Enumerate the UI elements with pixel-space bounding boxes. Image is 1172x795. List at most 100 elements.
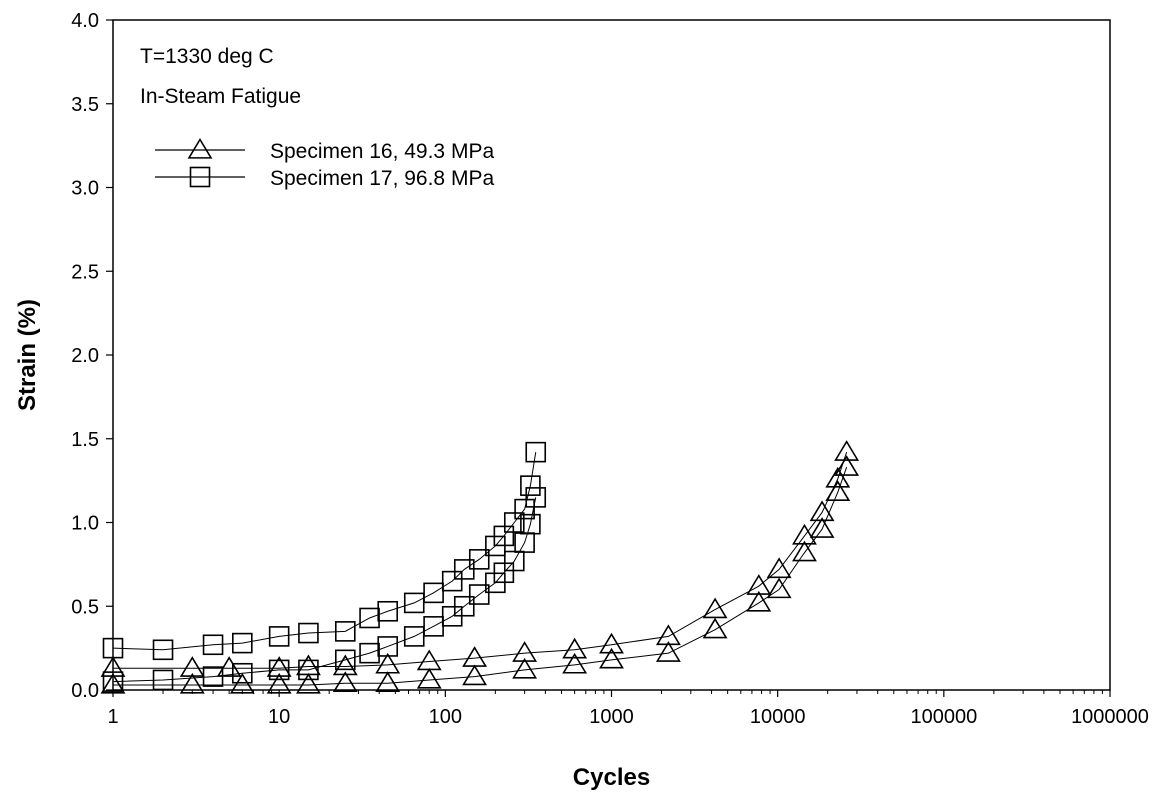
specimen-16-data-point — [332, 654, 358, 676]
specimen-16-data-point — [375, 652, 401, 674]
y-tick-label: 0.0 — [71, 680, 99, 702]
specimen-16-data-point — [295, 672, 321, 694]
x-tick-label: 1000000 — [1071, 706, 1149, 728]
specimen-17-data-point — [493, 525, 515, 547]
specimen-17-data-point — [377, 636, 399, 657]
specimen-17-min-strain-curve — [112, 497, 537, 683]
x-tick-label: 10000 — [750, 706, 806, 728]
specimen-17-data-point — [520, 475, 541, 496]
specimen-16-data-point — [512, 657, 538, 679]
specimen-16-data-point — [179, 672, 205, 694]
specimen-17-max-strain-curve — [112, 452, 537, 651]
annotation-test-type: In-Steam Fatigue — [140, 85, 301, 108]
specimen-16-data-point — [655, 641, 681, 662]
specimen-17-data-point — [102, 637, 124, 659]
specimen-17-data-point — [503, 512, 525, 533]
specimen-16-data-point — [599, 647, 624, 669]
legend-label-specimen-17: Specimen 17, 96.8 MPa — [270, 167, 494, 190]
specimen-16-data-point — [834, 440, 860, 461]
specimen-17-data-point — [377, 600, 399, 622]
plot-area — [112, 19, 1111, 691]
legend: Specimen 16, 49.3 MPa Specimen 17, 96.8 … — [155, 137, 494, 190]
y-tick-label: 2.0 — [71, 345, 99, 367]
specimen-17-data-point — [232, 632, 253, 654]
specimen-17-data-point — [503, 550, 525, 572]
y-tick-label: 3.0 — [71, 178, 99, 200]
specimen-17-data-point — [232, 662, 253, 684]
specimen-17-data-point — [334, 649, 356, 671]
y-tick-label: 4.0 — [71, 10, 99, 32]
specimen-16-data-point — [229, 672, 255, 694]
specimen-16-data-point — [266, 656, 292, 677]
specimen-17-data-point — [525, 487, 547, 508]
legend-item-specimen-17: Specimen 17, 96.8 MPa — [155, 166, 494, 190]
specimen-17-data-point — [298, 659, 319, 681]
specimen-16-data-point — [462, 664, 488, 686]
specimen-17-data-point — [441, 570, 463, 592]
specimen-16-data-point — [416, 649, 442, 671]
x-axis-ticks: 1 10 100 1000 10000 100000 1000000 — [107, 690, 1149, 728]
legend-triangle-marker — [187, 137, 213, 159]
legend-label-specimen-16: Specimen 16, 49.3 MPa — [270, 140, 494, 163]
x-tick-label: 10 — [268, 706, 290, 728]
data-markers — [100, 440, 860, 694]
x-tick-label: 1 — [107, 706, 118, 728]
y-tick-label: 1.5 — [71, 429, 99, 451]
y-tick-label: 2.5 — [71, 261, 99, 283]
specimen-17-data-point — [514, 498, 535, 520]
specimen-17-data-point — [298, 622, 319, 644]
specimen-16-data-point — [766, 577, 792, 599]
specimen-16-data-point — [562, 652, 588, 674]
specimen-17-data-point — [468, 584, 490, 605]
legend-square-marker — [189, 166, 211, 188]
specimen-17-data-point — [152, 639, 174, 661]
specimen-17-data-point — [468, 549, 490, 570]
specimen-17-data-point — [520, 513, 541, 535]
y-tick-label: 1.0 — [71, 513, 99, 535]
y-tick-label: 3.5 — [71, 94, 99, 116]
annotation-temperature: T=1330 deg C — [140, 45, 274, 68]
specimen-16-max-strain-curve — [113, 451, 848, 669]
specimen-16-data-point — [512, 641, 538, 662]
specimen-16-data-point — [216, 656, 242, 677]
y-axis-title: Strain (%) — [14, 299, 41, 411]
x-tick-label: 1000 — [589, 706, 634, 728]
specimen-17-data-point — [202, 634, 224, 656]
specimen-17-data-point — [102, 671, 124, 692]
specimen-17-data-point — [359, 607, 380, 629]
specimen-17-data-point — [268, 659, 290, 681]
specimen-17-data-point — [493, 562, 515, 584]
specimen-16-data-point — [100, 672, 126, 694]
specimen-17-data-point — [359, 642, 380, 664]
specimen-16-data-point — [702, 617, 728, 639]
legend-marker-triangle — [187, 137, 213, 159]
specimen-17-data-point — [268, 626, 290, 647]
specimen-16-data-point — [702, 597, 728, 619]
specimen-17-data-point — [152, 669, 174, 691]
x-tick-label: 100000 — [910, 706, 977, 728]
specimen-16-min-strain-curve — [113, 467, 848, 686]
specimen-16-data-point — [375, 671, 401, 692]
specimen-16-data-point — [792, 540, 817, 562]
specimen-16-data-point — [809, 517, 835, 538]
specimen-16-data-point — [834, 455, 860, 476]
specimen-16-data-point — [266, 672, 292, 694]
specimen-16-data-point — [825, 466, 851, 488]
specimen-16-data-point — [766, 557, 792, 579]
specimen-16-data-point — [599, 632, 624, 654]
specimen-16-data-point — [792, 523, 817, 545]
specimen-16-data-point — [462, 646, 488, 667]
legend-item-specimen-16: Specimen 16, 49.3 MPa — [155, 137, 494, 163]
specimen-17-data-point — [334, 621, 356, 642]
specimen-16-data-point — [332, 671, 358, 692]
specimen-16-data-point — [746, 574, 772, 595]
specimen-16-data-point — [655, 624, 681, 646]
x-tick-label: 100 — [429, 706, 462, 728]
specimen-16-data-point — [416, 667, 442, 689]
specimen-16-data-point — [809, 500, 835, 522]
specimen-16-data-point — [295, 654, 321, 676]
specimen-16-data-point — [562, 637, 588, 659]
specimen-17-data-point — [453, 595, 475, 617]
x-axis-title: Cycles — [573, 764, 650, 791]
